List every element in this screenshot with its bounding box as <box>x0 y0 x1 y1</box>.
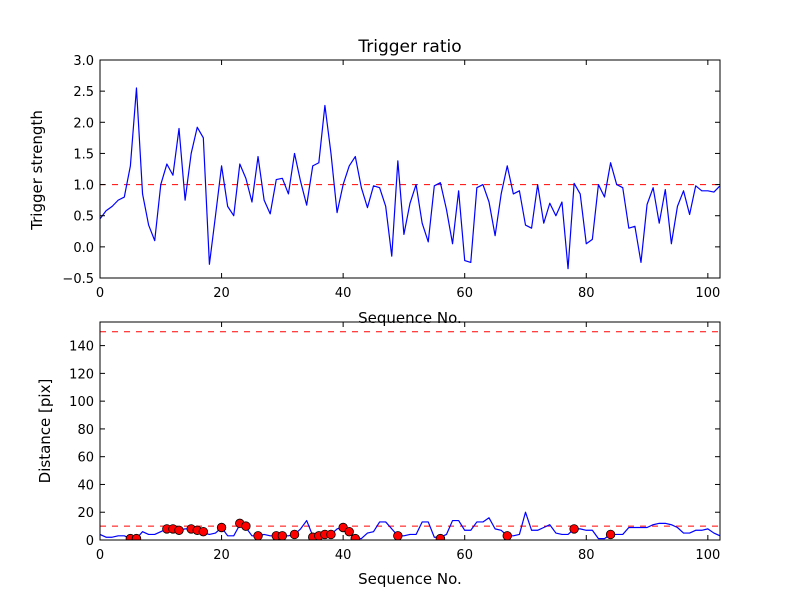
data-point <box>435 533 446 540</box>
y-axis-label: Distance [pix] <box>36 379 54 484</box>
x-tick-label: 20 <box>213 548 230 563</box>
series-line <box>100 87 720 270</box>
y-tick-label: 2.5 <box>73 85 94 100</box>
data-point <box>277 531 288 540</box>
y-tick-label: 120 <box>69 367 94 382</box>
x-tick-label: 80 <box>578 548 595 563</box>
trigger-ratio-panel: Trigger ratio Sequence No. Trigger stren… <box>28 37 721 327</box>
x-tick-label: 0 <box>96 548 104 563</box>
y-tick-label: −0.5 <box>62 272 94 287</box>
y-tick-label: 40 <box>77 478 94 493</box>
x-tick-label: 0 <box>96 286 104 301</box>
x-axis-label: Sequence No. <box>358 570 462 588</box>
y-axis-label: Trigger strength <box>28 110 46 231</box>
data-point <box>393 531 403 540</box>
x-tick-label: 80 <box>578 286 595 301</box>
data-point <box>326 529 336 540</box>
x-tick-label: 60 <box>456 548 473 563</box>
data-point <box>198 526 209 537</box>
data-point <box>289 529 300 540</box>
x-tick-label: 40 <box>335 286 352 301</box>
y-tick-label: 2.0 <box>73 116 94 131</box>
data-point <box>569 524 579 534</box>
data-point <box>131 533 142 540</box>
data-point <box>605 529 616 540</box>
y-tick-label: 0.5 <box>73 210 94 225</box>
data-point <box>174 525 184 535</box>
data-point <box>241 521 251 531</box>
y-tick-label: 80 <box>77 423 94 438</box>
y-tick-label: 60 <box>77 451 94 466</box>
chart-title: Trigger ratio <box>357 37 461 57</box>
x-axis-label: Sequence No. <box>358 309 462 327</box>
axes-frame <box>99 59 721 279</box>
data-point <box>253 531 263 540</box>
x-tick-label: 100 <box>695 286 720 301</box>
x-tick-label: 100 <box>695 548 720 563</box>
data-point <box>502 531 512 540</box>
data-point <box>216 522 227 533</box>
x-tick-label: 60 <box>456 286 473 301</box>
y-tick-label: 100 <box>69 395 94 410</box>
x-tick-label: 40 <box>335 548 352 563</box>
plot-area <box>100 87 720 270</box>
plot-area <box>100 331 720 540</box>
y-tick-label: 1.5 <box>73 147 94 162</box>
y-tick-label: 0.0 <box>73 241 94 256</box>
data-point <box>350 533 360 540</box>
axes-frame <box>99 321 721 541</box>
distance-panel: Sequence No. Distance [pix] 0 20 40 60 80 100… <box>36 321 721 588</box>
x-tick-label: 20 <box>213 286 230 301</box>
y-tick-label: 0 <box>86 534 94 549</box>
y-tick-label: 1.0 <box>73 179 94 194</box>
data-point <box>344 526 354 537</box>
y-tick-label: 140 <box>69 340 94 355</box>
y-tick-label: 20 <box>77 506 94 521</box>
y-tick-label: 3.0 <box>73 54 94 69</box>
